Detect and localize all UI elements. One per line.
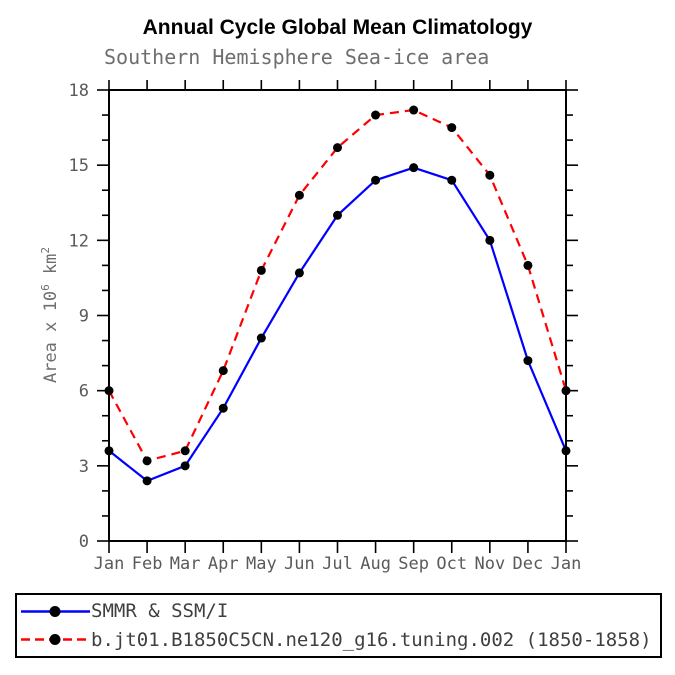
svg-text:Nov: Nov [474, 554, 505, 574]
svg-text:May: May [246, 554, 277, 574]
legend-label-obs: SMMR & SSM/I [91, 600, 229, 623]
svg-text:Feb: Feb [132, 554, 163, 574]
climatology-chart: 0 3 6 9 12 15 18 Jan Feb Mar Apr May Jun Jul Aug Sep Oct… [39, 80, 582, 574]
svg-text:Mar: Mar [170, 554, 201, 574]
svg-text:Apr: Apr [208, 554, 239, 574]
model-line-sample [21, 634, 90, 646]
series-markers-0 [104, 163, 571, 486]
svg-text:6: 6 [79, 382, 89, 402]
chart-subtitle: Southern Hemisphere Sea-ice area [104, 45, 490, 69]
svg-text:0: 0 [79, 532, 89, 552]
svg-text:18: 18 [69, 81, 89, 101]
obs-sample-marker-icon [49, 605, 61, 617]
svg-text:Jun: Jun [284, 554, 315, 574]
legend-box: SMMR & SSM/I b.jt01.B1850C5CN.ne120_g16.… [15, 593, 662, 658]
svg-text:15: 15 [69, 156, 89, 176]
svg-text:9: 9 [79, 307, 89, 327]
legend-label-model: b.jt01.B1850C5CN.ne120_g16.tuning.002 (1… [91, 628, 652, 651]
axis-tick-labels: 0 3 6 9 12 15 18 Jan Feb Mar Apr May Jun Jul Aug Sep Oct… [69, 81, 582, 574]
axis-ticks [97, 80, 578, 553]
svg-text:Jan: Jan [551, 554, 582, 574]
svg-text:3: 3 [79, 457, 89, 477]
chart-title: Annual Cycle Global Mean Climatology [142, 16, 533, 39]
svg-text:Jan: Jan [94, 554, 125, 574]
svg-text:Aug: Aug [360, 554, 391, 574]
plot-border [108, 89, 567, 542]
svg-text:12: 12 [69, 231, 89, 251]
legend-item-model: b.jt01.B1850C5CN.ne120_g16.tuning.002 (1… [17, 626, 660, 653]
svg-text:Dec: Dec [513, 554, 544, 574]
series-markers-1 [104, 105, 571, 466]
y-axis-title: Area x 106 km2 [39, 247, 61, 383]
svg-text:Jul: Jul [322, 554, 353, 574]
model-sample-marker-icon [49, 634, 61, 646]
svg-text:Sep: Sep [398, 554, 429, 574]
legend-item-obs: SMMR & SSM/I [17, 598, 660, 625]
series-line-1 [108, 108, 568, 463]
obs-line-sample [21, 605, 90, 617]
svg-text:Oct: Oct [436, 554, 467, 574]
